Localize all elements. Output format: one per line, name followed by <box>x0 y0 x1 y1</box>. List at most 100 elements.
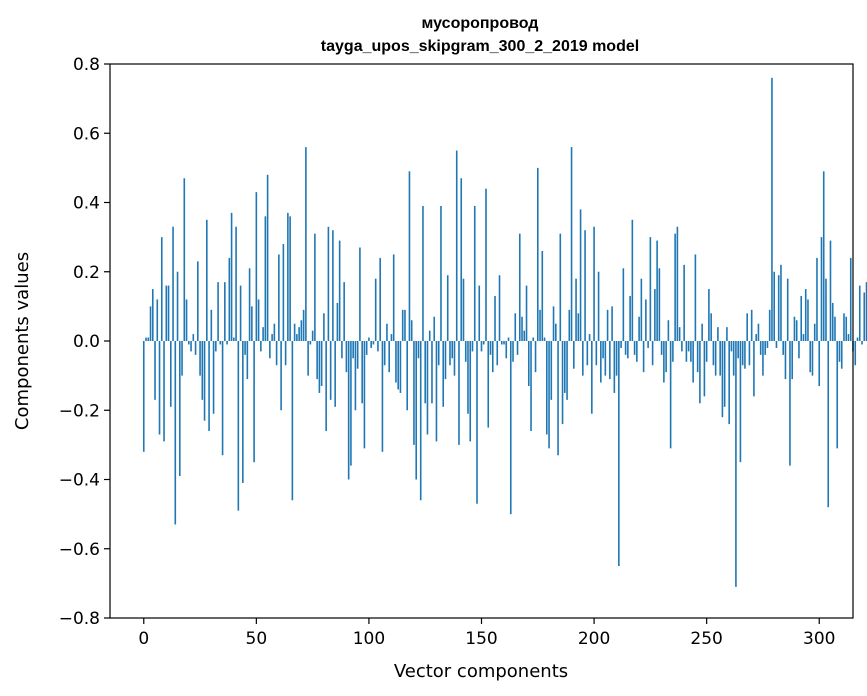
bar <box>701 323 703 341</box>
bar <box>518 233 521 341</box>
bar <box>678 327 681 341</box>
bar <box>206 219 208 341</box>
bar <box>690 341 692 362</box>
bar <box>257 299 260 341</box>
bar <box>669 341 672 449</box>
bar <box>426 341 429 435</box>
bar <box>185 299 188 341</box>
bar <box>239 285 242 341</box>
bar <box>568 309 571 341</box>
bar <box>255 192 258 341</box>
bar <box>591 341 593 414</box>
bar <box>203 341 206 421</box>
bar <box>705 341 708 362</box>
bar <box>703 341 706 397</box>
y-tick-label: −0.6 <box>59 540 100 560</box>
bar <box>370 341 372 348</box>
bar <box>244 341 246 355</box>
bar <box>381 341 384 452</box>
bar <box>437 341 440 366</box>
bar <box>485 188 487 341</box>
bar <box>235 226 237 341</box>
bar <box>613 341 616 393</box>
bar <box>199 341 201 376</box>
bar <box>467 341 469 414</box>
bar <box>773 271 775 341</box>
bar <box>397 341 399 390</box>
bar <box>793 316 796 341</box>
bar <box>233 337 235 341</box>
bar <box>525 285 528 341</box>
y-tick-label: 0.0 <box>73 332 100 352</box>
bar <box>469 341 472 442</box>
bar <box>293 323 296 341</box>
bar <box>656 240 658 341</box>
bar <box>338 240 341 341</box>
bar <box>401 309 404 341</box>
bar <box>379 257 381 341</box>
bar <box>737 341 739 359</box>
x-axis-ticks: 0 50 100 150 200 250 300 <box>138 618 835 649</box>
bar <box>550 341 553 400</box>
bar <box>809 341 812 373</box>
bar <box>609 341 611 380</box>
bar <box>579 209 582 341</box>
bar <box>275 341 278 366</box>
bar <box>555 323 557 341</box>
bar <box>266 174 269 341</box>
bar <box>762 341 764 376</box>
bar <box>359 247 361 341</box>
bar <box>721 341 724 418</box>
x-tick-label: 300 <box>803 629 835 649</box>
bar <box>584 230 586 341</box>
bar <box>750 309 753 341</box>
bar <box>314 233 316 341</box>
chart-title: мусоропровод <box>422 15 539 32</box>
bar <box>577 313 580 341</box>
bar <box>352 341 354 359</box>
bar <box>541 250 544 341</box>
bar <box>395 341 397 383</box>
bar <box>735 341 737 587</box>
bar <box>753 341 755 397</box>
bar <box>417 341 420 359</box>
bar <box>446 275 449 341</box>
bar <box>600 341 602 383</box>
x-tick-label: 50 <box>246 629 268 649</box>
bar <box>413 341 415 445</box>
bar <box>248 268 251 341</box>
bar <box>633 341 636 355</box>
bar <box>642 341 645 373</box>
y-tick-label: 0.6 <box>73 124 100 144</box>
bar <box>217 282 219 341</box>
bar <box>813 323 816 341</box>
bar <box>548 341 550 449</box>
bar <box>489 341 492 355</box>
bar <box>771 77 773 341</box>
bar <box>687 341 690 352</box>
bar <box>712 341 715 366</box>
bar <box>606 309 609 341</box>
bar <box>300 320 303 341</box>
x-tick-label: 250 <box>690 629 722 649</box>
bar <box>694 254 697 341</box>
bar <box>561 341 564 425</box>
bar <box>744 341 746 369</box>
bar <box>597 271 600 341</box>
bar <box>194 341 197 355</box>
bar <box>327 226 330 341</box>
bar <box>316 341 318 380</box>
bar <box>442 341 445 407</box>
bar <box>343 282 345 341</box>
bar <box>192 334 195 341</box>
bar <box>739 341 742 463</box>
bar <box>341 341 343 359</box>
bar <box>593 226 595 341</box>
y-tick-label: 0.8 <box>73 55 100 75</box>
bar <box>647 341 649 348</box>
bar <box>151 289 154 341</box>
bar <box>354 341 357 411</box>
bar <box>431 341 433 404</box>
bar <box>201 341 204 400</box>
